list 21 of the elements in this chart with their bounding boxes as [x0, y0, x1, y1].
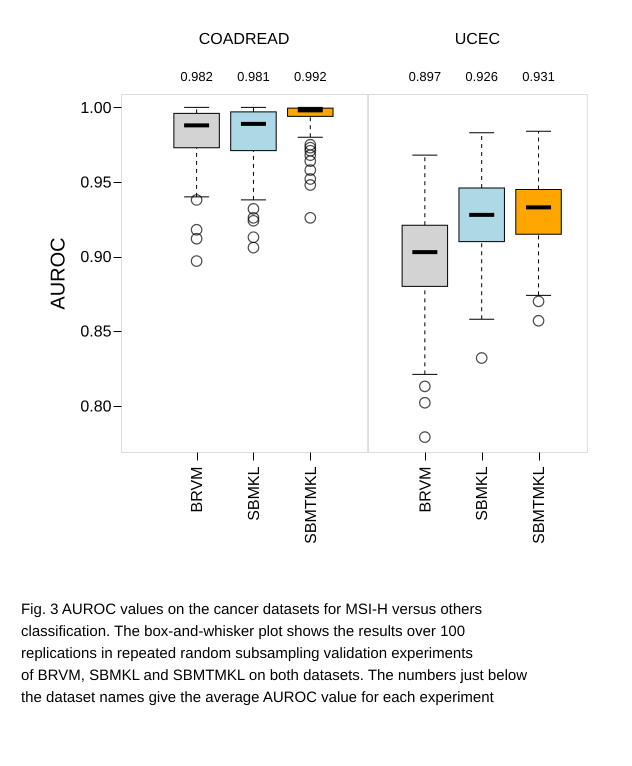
x-tick-label: SBMTMKL	[302, 466, 320, 544]
x-tick-label: BRVM	[417, 466, 434, 512]
caption: Fig. 3 AUROC values on the cancer datasets for MSI-H versus others classification. The box-and-whisker plot shows the results over 100 replications in repeated random subsampling validation experiments of BRVM, SBMKL and SBMTMKL on both datasets. The numbers just below the dataset names give the average AUROC value for each experiment	[21, 601, 528, 706]
text: 0.897	[408, 69, 442, 84]
chart-title: COADREAD	[198, 31, 290, 48]
y-tick-label: 0.85	[80, 324, 112, 341]
y-tick-label: 1.00	[80, 100, 112, 117]
text: 0.982	[180, 69, 213, 84]
y-axis-title: AUROC	[47, 237, 70, 310]
y-tick-label: 0.80	[80, 398, 112, 416]
x-tick-label: BRVM	[189, 466, 206, 512]
y-tick-label: 0.95	[80, 174, 112, 192]
x-tick-label: SBMTMKL	[531, 466, 548, 544]
text: 0.992	[294, 69, 327, 84]
text: 0.926	[465, 69, 498, 84]
text: 0.981	[237, 69, 270, 84]
chart-title: UCEC	[454, 31, 500, 48]
y-tick-label: 0.90	[80, 249, 112, 266]
text: 0.931	[522, 69, 555, 84]
x-tick-label: SBMKL	[474, 466, 492, 521]
x-tick-label: SBMKL	[246, 466, 263, 521]
